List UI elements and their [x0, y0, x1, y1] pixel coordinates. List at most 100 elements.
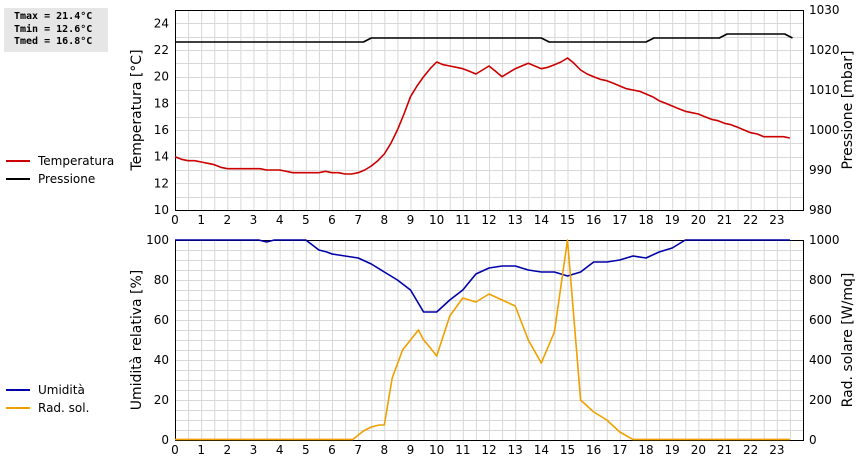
top-x-tick-label: 23	[769, 213, 784, 227]
bottom-x-tick-label: 10	[429, 443, 444, 457]
bottom-y2-tick-label: 200	[809, 393, 832, 407]
top-y-tick-label: 18	[154, 96, 169, 110]
bottom-chart-group: 0 1 2 3 4 5 6 7 8 9 10 11 12 13 14 15 16 17 18 19 20 21 22 2302…	[129, 233, 856, 457]
top-x-tick-label: 20	[691, 213, 706, 227]
bottom-x-tick-label: 3	[250, 443, 258, 457]
legend-swatch-temperatura	[6, 160, 30, 162]
top-x-tick-label: 10	[429, 213, 444, 227]
top-plot-frame	[175, 10, 804, 211]
top-x-tick-label: 15	[560, 213, 575, 227]
top-x-tick-label: 3	[250, 213, 258, 227]
top-y-tick-label: 20	[154, 70, 169, 84]
bottom-x-tick-label: 14	[534, 443, 549, 457]
bottom-x-tick-label: 19	[665, 443, 680, 457]
bottom-y-axis-title: Umidità relativa [%]	[129, 270, 145, 411]
legend-label-radsol: Rad. sol.	[38, 401, 90, 415]
bottom-x-tick-label: 16	[586, 443, 601, 457]
bottom-x-tick-label: 23	[769, 443, 784, 457]
top-x-tick-label: 18	[638, 213, 653, 227]
bottom-y-tick-label: 20	[154, 393, 169, 407]
top-series-line-temperatura	[174, 57, 791, 175]
bottom-y2-tick-label: 1000	[809, 233, 840, 247]
top-x-tick-label: 19	[665, 213, 680, 227]
top-y2-tick-label: 990	[809, 163, 832, 177]
bottom-y2-tick-label: 400	[809, 353, 832, 367]
stats-box: Tmax = 21.4°C Tmin = 12.6°C Tmed = 16.8°…	[4, 8, 108, 52]
legend-top: Temperatura Pressione	[6, 152, 114, 188]
bottom-y-tick-label: 80	[154, 273, 169, 287]
top-y2-tick-label: 1030	[809, 3, 840, 17]
top-x-tick-label: 4	[276, 213, 284, 227]
bottom-x-tick-label: 15	[560, 443, 575, 457]
top-chart-group: 0 1 2 3 4 5 6 7 8 9 10 11 12 13 14 15 16 17 18 19 20 21 22 2310…	[129, 3, 856, 227]
bottom-y2-tick-label: 600	[809, 313, 832, 327]
legend-item-radsol: Rad. sol.	[6, 399, 89, 417]
top-y2-tick-label: 1010	[809, 83, 840, 97]
legend-swatch-pressione	[6, 178, 30, 180]
top-y-tick-label: 14	[154, 150, 169, 164]
top-y2-tick-label: 980	[809, 203, 832, 217]
top-x-tick-label: 9	[407, 213, 415, 227]
bottom-x-tick-label: 2	[224, 443, 232, 457]
top-y-tick-label: 12	[154, 176, 169, 190]
legend-bottom: Umidità Rad. sol.	[6, 381, 89, 417]
top-x-tick-label: 21	[717, 213, 732, 227]
top-y-tick-label: 10	[154, 203, 169, 217]
legend-swatch-umidita	[6, 389, 30, 391]
top-y2-tick-label: 1000	[809, 123, 840, 137]
bottom-x-tick-label: 8	[381, 443, 389, 457]
bottom-y2-tick-label: 0	[809, 433, 817, 447]
bottom-y-tick-label: 0	[161, 433, 169, 447]
top-x-tick-label: 6	[328, 213, 336, 227]
bottom-y-tick-label: 60	[154, 313, 169, 327]
bottom-x-tick-label: 18	[638, 443, 653, 457]
top-y2-tick-label: 1020	[809, 43, 840, 57]
top-x-tick-label: 0	[171, 213, 179, 227]
bottom-x-tick-label: 22	[743, 443, 758, 457]
bottom-y2-axis-title: Rad. solare [W/mq]	[840, 273, 856, 408]
bottom-x-tick-label: 4	[276, 443, 284, 457]
top-y-tick-label: 22	[154, 43, 169, 57]
tmed-label: Tmed = 16.8°C	[14, 36, 93, 47]
legend-item-temperatura: Temperatura	[6, 152, 114, 170]
bottom-x-tick-label: 6	[328, 443, 336, 457]
bottom-x-tick-label: 20	[691, 443, 706, 457]
top-x-tick-label: 14	[534, 213, 549, 227]
top-x-tick-label: 16	[586, 213, 601, 227]
legend-item-pressione: Pressione	[6, 170, 114, 188]
bottom-x-tick-label: 7	[354, 443, 362, 457]
top-x-tick-label: 2	[224, 213, 232, 227]
bottom-x-tick-label: 9	[407, 443, 415, 457]
legend-label-umidita: Umidità	[38, 383, 85, 397]
bottom-series-line-rad-sol	[175, 239, 790, 441]
bottom-y-tick-label: 100	[146, 233, 169, 247]
top-y2-axis-title: Pressione [mbar]	[840, 50, 856, 169]
tmin-label: Tmin = 12.6°C	[14, 23, 93, 35]
top-x-tick-label: 5	[302, 213, 310, 227]
legend-label-pressione: Pressione	[38, 172, 96, 186]
legend-swatch-radsol	[6, 407, 30, 409]
bottom-series-line-umidit	[175, 239, 790, 313]
bottom-x-tick-label: 0	[171, 443, 179, 457]
bottom-x-tick-label: 17	[612, 443, 627, 457]
legend-item-umidita: Umidità	[6, 381, 89, 399]
top-y-tick-label: 16	[154, 123, 169, 137]
bottom-x-tick-label: 21	[717, 443, 732, 457]
top-x-tick-label: 1	[197, 213, 205, 227]
bottom-x-tick-label: 5	[302, 443, 310, 457]
top-y-tick-label: 24	[154, 16, 169, 30]
top-x-tick-label: 13	[508, 213, 523, 227]
bottom-y-tick-label: 40	[154, 353, 169, 367]
bottom-x-tick-label: 11	[455, 443, 470, 457]
bottom-x-tick-label: 1	[197, 443, 205, 457]
top-x-tick-label: 17	[612, 213, 627, 227]
bottom-x-tick-label: 12	[481, 443, 496, 457]
top-x-tick-label: 11	[455, 213, 470, 227]
bottom-x-tick-label: 13	[508, 443, 523, 457]
top-series-line-pressione	[175, 33, 793, 43]
bottom-y2-tick-label: 800	[809, 273, 832, 287]
top-x-tick-label: 12	[481, 213, 496, 227]
tmax-label: Tmax = 21.4°C	[14, 11, 93, 22]
legend-label-temperatura: Temperatura	[38, 154, 115, 168]
